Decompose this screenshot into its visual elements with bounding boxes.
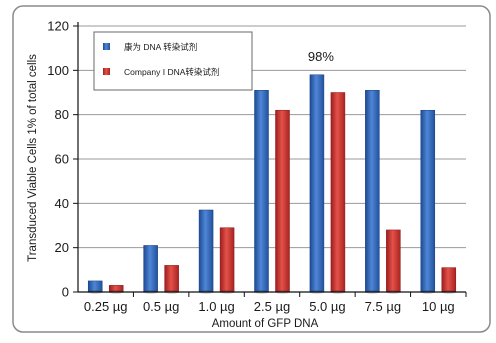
bar-series-2 [441,267,457,293]
x-tick-label: 0.25 µg [84,299,128,314]
legend-label-series-1: 康为 DNA 转染试剂 [124,42,197,52]
legend-swatch-series-2 [103,68,110,75]
x-tick-label: 1.0 µg [198,299,234,314]
bar-series-2 [386,229,401,293]
annotation-label: 98% [308,49,334,64]
y-tick-label: 0 [62,285,69,300]
bar-series-1 [198,209,214,293]
x-tick-label: 0.5 µg [143,299,179,314]
x-tick-label: 5.0 µg [309,299,345,314]
bars [87,74,457,294]
y-tick-label: 100 [47,63,69,78]
bar-series-1 [365,90,380,293]
y-tick-label: 40 [55,196,69,211]
legend-box [93,31,253,91]
tick-labels: 0 20 40 60 80 100 120 0.25 µg 0.5 µg 1.0 µg 2.5 µg… [47,19,454,315]
y-tick-label: 60 [55,152,69,167]
x-tick-label: 2.5 µg [254,299,290,314]
bar-series-1 [309,74,325,293]
bar-series-2 [219,227,235,293]
bar-series-1 [87,280,103,293]
bar-series-1 [143,245,158,293]
bar-series-1 [254,90,269,293]
x-axis-title: Amount of GFP DNA [212,318,319,330]
y-axis-title: Transduced Viable Cells 1% of total cell… [27,54,39,262]
x-tick-label: 7.5 µg [365,299,401,314]
legend: 康为 DNA 转染试剂 Company I DNA转染试剂 [93,31,253,91]
bar-series-1 [420,109,436,293]
bar-series-2 [330,92,346,293]
legend-swatch-series-1 [103,43,110,50]
bar-series-2 [164,265,179,293]
x-tick-label: 10 µg [422,299,455,314]
legend-label-series-2: Company I DNA转染试剂 [124,67,219,77]
bar-series-2 [275,109,290,293]
gridlines [78,25,466,249]
axes [73,22,467,297]
y-tick-label: 20 [55,240,69,255]
y-tick-label: 120 [47,19,69,34]
y-tick-label: 80 [55,107,69,122]
